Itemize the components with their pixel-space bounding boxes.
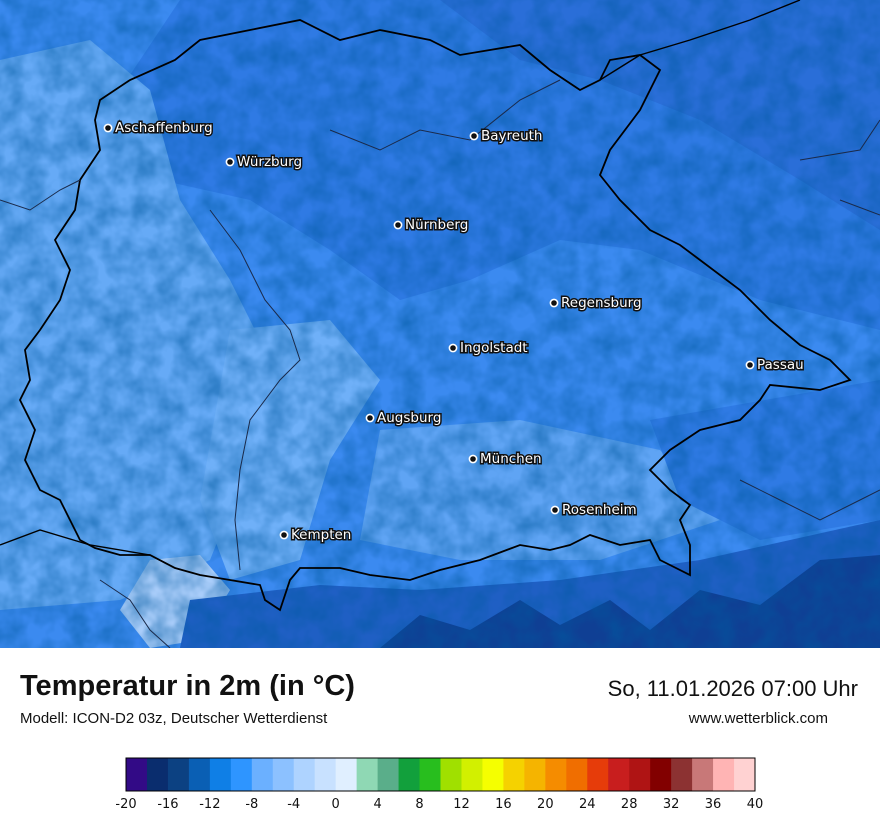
legend-swatch [461, 758, 483, 791]
legend-swatch [398, 758, 421, 791]
city-label-augsburg: Augsburg [377, 410, 441, 426]
region-border-4 [739, 479, 880, 521]
legend-tick-label: 32 [663, 797, 680, 812]
city-marker-ingolstadt [448, 343, 458, 353]
city-label-wuerzburg: Würzburg [237, 154, 302, 170]
legend-tick-label: 12 [453, 797, 470, 812]
city-label-nuernberg: Nürnberg [405, 217, 468, 233]
map-texture [0, 0, 880, 648]
legend-swatch [230, 758, 253, 791]
city-label-aschaffenburg: Aschaffenburg [115, 120, 213, 136]
forecast-datetime: So, 11.01.2026 07:00 Uhr [607, 676, 858, 701]
city-label-muenchen: München [480, 451, 542, 467]
city-marker-muenchen [468, 454, 478, 464]
legend-swatch [126, 758, 148, 791]
legend-swatch [293, 758, 316, 791]
legend-tick-label: 28 [621, 797, 638, 812]
legend-swatch [419, 758, 441, 791]
legend-swatch [503, 758, 525, 791]
legend-tick-label: -16 [157, 797, 178, 812]
region-border-6 [99, 579, 171, 648]
legend-frame [125, 757, 756, 792]
legend-swatch [692, 758, 714, 791]
map-title: Temperatur in 2m (in °C) [20, 670, 355, 702]
city-label-kempten: Kempten [291, 527, 351, 543]
legend-swatch [209, 758, 232, 791]
legend-swatch [566, 758, 588, 791]
legend-swatch [167, 758, 190, 791]
city-marker-passau [745, 360, 755, 370]
legend-tick-label: 16 [495, 797, 512, 812]
city-marker-augsburg [365, 413, 375, 423]
city-label-regensburg: Regensburg [561, 295, 642, 311]
legend-tick-label: 4 [373, 797, 381, 812]
bavaria-border [18, 19, 852, 612]
city-marker-regensburg [549, 298, 559, 308]
city-marker-nuernberg [393, 220, 403, 230]
legend-tick-label: 8 [415, 797, 423, 812]
legend-tick-label: 40 [747, 797, 764, 812]
legend-swatch [314, 758, 337, 791]
legend-swatch [608, 758, 630, 791]
legend-tick-label: -4 [287, 797, 300, 812]
region-border-1 [209, 209, 301, 571]
legend-swatch [587, 758, 609, 791]
legend-swatch [188, 758, 211, 791]
legend-swatch [629, 758, 651, 791]
legend-swatch [251, 758, 274, 791]
city-marker-wuerzburg [225, 157, 235, 167]
legend-swatch [713, 758, 735, 791]
legend-tick-label: -12 [199, 797, 220, 812]
region-border-3 [799, 119, 880, 216]
city-marker-kempten [279, 530, 289, 540]
footer: -20 -16 -12 -8 -4 0 4 8 12 16 20 24 28 32 36 40 Tempera… [0, 648, 880, 830]
city-marker-bayreuth [469, 131, 479, 141]
legend-swatch [545, 758, 567, 791]
legend-swatch [734, 758, 756, 791]
legend-tick-label: -20 [115, 797, 136, 812]
region-border-5 [0, 179, 81, 211]
legend-swatch [377, 758, 400, 791]
legend-swatch [146, 758, 169, 791]
legend-tick-label: 20 [537, 797, 554, 812]
city-label-rosenheim: Rosenheim [562, 502, 637, 518]
legend-tick-label: 24 [579, 797, 596, 812]
legend-swatch [650, 758, 672, 791]
czech-border [549, 0, 801, 91]
legend-swatch [356, 758, 379, 791]
website-link[interactable]: www.wetterblick.com [688, 710, 828, 727]
temperature-map: Aschaffenburg Würzburg Bayreuth Nürnberg Reg… [0, 0, 880, 648]
model-subtitle: Modell: ICON-D2 03z, Deutscher Wetterdie… [20, 710, 328, 727]
city-label-passau: Passau [757, 357, 804, 373]
legend-swatch [335, 758, 358, 791]
legend-swatch [482, 758, 504, 791]
legend-tick-label: -8 [245, 797, 258, 812]
legend-swatch [272, 758, 295, 791]
legend-tick-label: 36 [705, 797, 722, 812]
city-marker-rosenheim [550, 505, 560, 515]
city-marker-aschaffenburg [103, 123, 113, 133]
region-border-2 [329, 79, 561, 151]
austria-border [0, 529, 176, 569]
city-label-ingolstadt: Ingolstadt [460, 340, 528, 356]
legend-swatch [671, 758, 693, 791]
legend-swatch [440, 758, 462, 791]
legend-tick-label: 0 [332, 797, 340, 812]
legend-swatch [524, 758, 546, 791]
city-label-bayreuth: Bayreuth [481, 128, 543, 144]
color-legend: -20 -16 -12 -8 -4 0 4 8 12 16 20 24 28 32 36 40 [115, 757, 764, 812]
